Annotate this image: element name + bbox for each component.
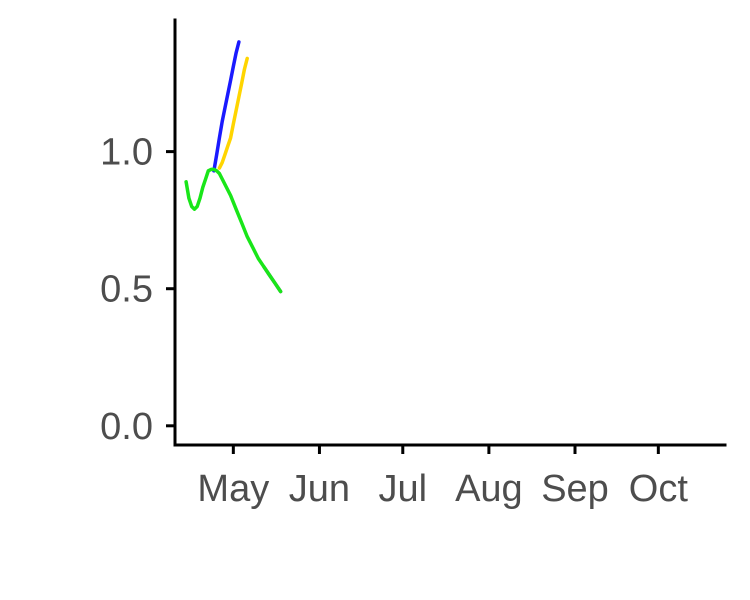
x-tick-label: Oct <box>629 468 689 510</box>
x-tick-label: May <box>197 468 269 510</box>
x-tick-label: Aug <box>455 468 523 510</box>
x-tick-label: Sep <box>541 468 609 510</box>
x-tick-label: Jun <box>289 468 350 510</box>
x-axis-ticks: May Jun Jul Aug Sep Oct <box>197 445 688 510</box>
y-tick-label: 1.0 <box>100 132 153 174</box>
series-line-2 <box>217 56 249 170</box>
y-tick-label: 0.5 <box>100 269 153 311</box>
y-tick-label: 0.0 <box>100 406 153 448</box>
series-line-4 <box>184 167 283 294</box>
x-tick-label: Jul <box>378 468 427 510</box>
series-line-1 <box>212 40 241 173</box>
y-axis-ticks: 0.0 0.5 1.0 <box>100 132 175 448</box>
series-layer <box>184 40 283 294</box>
